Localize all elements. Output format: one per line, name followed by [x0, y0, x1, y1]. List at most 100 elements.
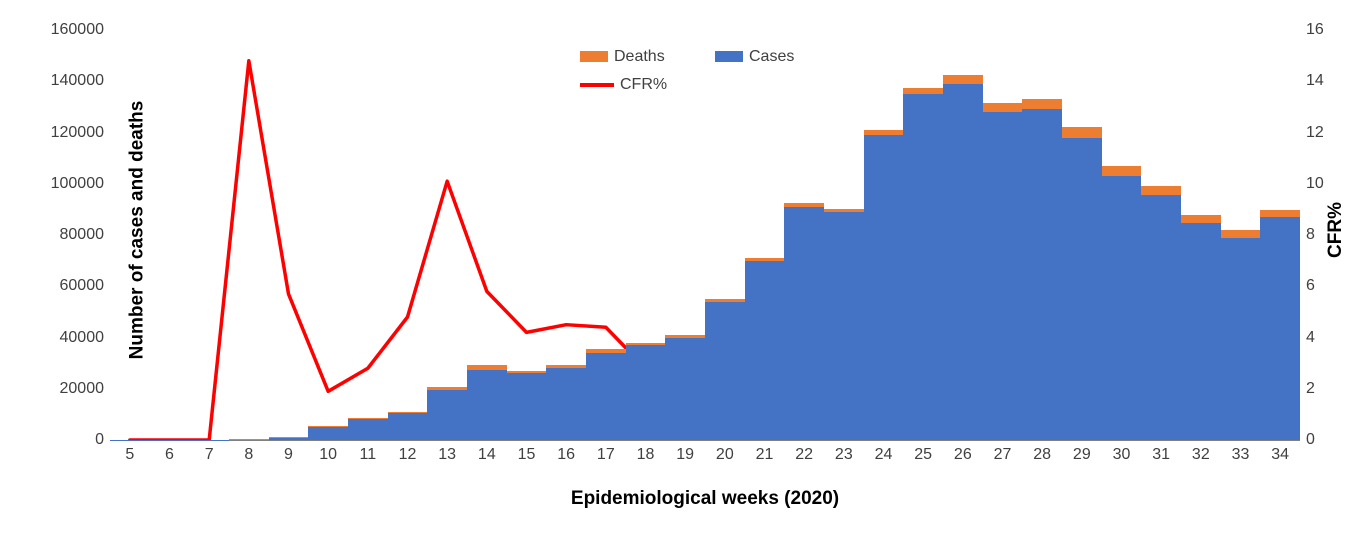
bar-deaths [784, 203, 824, 206]
plot-area: 0200004000060000800001000001200001400001… [110, 30, 1300, 441]
y1-tick: 40000 [44, 329, 104, 347]
bar-cases [983, 112, 1023, 440]
bar-deaths [864, 130, 904, 135]
bar-cases [745, 261, 785, 440]
y1-tick: 80000 [44, 226, 104, 244]
bar-cases [1141, 195, 1181, 440]
cases-swatch [715, 51, 743, 62]
bar-cases [189, 440, 229, 441]
bar-deaths [983, 103, 1023, 112]
bar-cases [269, 437, 309, 440]
y2-tick: 10 [1306, 175, 1336, 193]
x-tick: 7 [205, 446, 214, 464]
x-tick: 30 [1113, 446, 1131, 464]
y1-tick: 120000 [44, 124, 104, 142]
y1-tick: 20000 [44, 380, 104, 398]
legend-label: CFR% [620, 76, 667, 93]
x-tick: 27 [994, 446, 1012, 464]
bar-group [229, 439, 269, 440]
x-tick: 10 [319, 446, 337, 464]
x-tick: 25 [914, 446, 932, 464]
x-tick: 34 [1271, 446, 1289, 464]
legend-item-cfr: CFR% [580, 76, 667, 94]
bar-group [784, 203, 824, 440]
bar-cases [824, 212, 864, 440]
x-tick: 17 [597, 446, 615, 464]
bar-deaths [1062, 127, 1102, 138]
x-tick: 26 [954, 446, 972, 464]
bar-group [388, 412, 428, 440]
deaths-swatch [580, 51, 608, 62]
x-tick: 31 [1152, 446, 1170, 464]
bar-cases [586, 353, 626, 440]
bar-deaths [1102, 166, 1142, 176]
x-tick: 15 [518, 446, 536, 464]
x-tick: 5 [125, 446, 134, 464]
bar-group [1221, 230, 1261, 440]
bar-group [1022, 99, 1062, 440]
bar-cases [427, 390, 467, 440]
y2-tick: 8 [1306, 226, 1336, 244]
y1-tick: 0 [44, 431, 104, 449]
bar-group [1260, 210, 1300, 440]
bar-group [824, 209, 864, 440]
cfr-line-icon [580, 83, 614, 87]
x-tick: 24 [875, 446, 893, 464]
bar-cases [705, 302, 745, 440]
y1-tick: 60000 [44, 277, 104, 295]
bar-cases [784, 207, 824, 440]
x-tick: 28 [1033, 446, 1051, 464]
bar-group [467, 365, 507, 440]
legend-item-cases: Cases [715, 48, 794, 66]
bar-group [269, 437, 309, 440]
bar-deaths [705, 299, 745, 301]
bar-deaths [1260, 210, 1300, 218]
y2-tick: 6 [1306, 277, 1336, 295]
bar-cases [1102, 176, 1142, 440]
y1-tick: 100000 [44, 175, 104, 193]
bar-group [745, 258, 785, 440]
y2-tick: 0 [1306, 431, 1336, 449]
bar-deaths [665, 335, 705, 338]
bar-cases [1181, 223, 1221, 440]
bar-deaths [626, 343, 666, 346]
bar-group [626, 343, 666, 441]
bar-cases [1260, 217, 1300, 440]
bar-deaths [745, 258, 785, 261]
bar-cases [1221, 238, 1261, 440]
x-tick: 22 [795, 446, 813, 464]
bar-cases [467, 370, 507, 440]
bar-cases [546, 368, 586, 440]
bar-group [665, 335, 705, 440]
bar-group [705, 299, 745, 440]
bar-group [1062, 127, 1102, 440]
y2-tick: 16 [1306, 21, 1336, 39]
x-tick: 12 [399, 446, 417, 464]
bar-cases [1022, 109, 1062, 440]
y1-tick: 160000 [44, 21, 104, 39]
x-tick: 9 [284, 446, 293, 464]
legend-label: Cases [749, 48, 794, 65]
bar-deaths [507, 371, 547, 374]
bar-deaths [427, 387, 467, 390]
y1-tick: 140000 [44, 72, 104, 90]
bar-deaths [1141, 186, 1181, 195]
bar-deaths [1022, 99, 1062, 109]
bar-group [189, 440, 229, 441]
x-tick: 33 [1232, 446, 1250, 464]
x-tick: 16 [557, 446, 575, 464]
legend-label: Deaths [614, 48, 665, 65]
bar-cases [626, 345, 666, 440]
x-tick: 13 [438, 446, 456, 464]
x-tick: 18 [637, 446, 655, 464]
x-tick: 19 [676, 446, 694, 464]
bar-group [903, 88, 943, 440]
bar-cases [864, 135, 904, 440]
bar-cases [388, 413, 428, 440]
bar-cases [229, 439, 269, 440]
bar-deaths [1181, 215, 1221, 224]
bar-group [507, 371, 547, 440]
x-tick: 23 [835, 446, 853, 464]
bar-deaths [824, 209, 864, 212]
bar-cases [308, 426, 348, 440]
